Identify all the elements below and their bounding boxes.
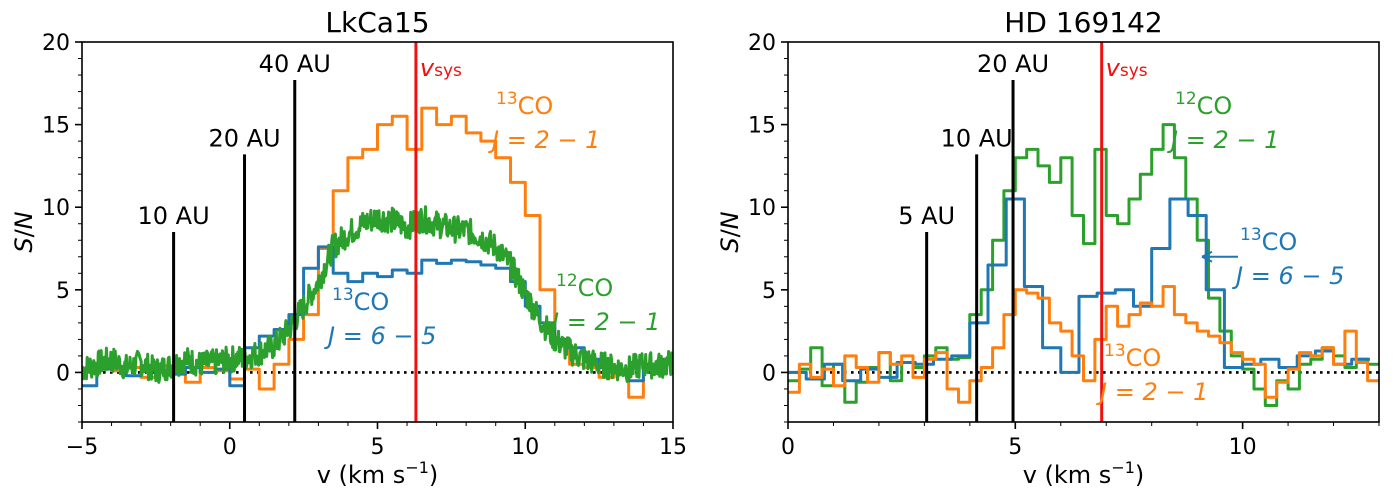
- annotation-molecule-1: 13CO: [1240, 225, 1297, 256]
- x-axis-label-sup: −1: [405, 458, 429, 477]
- vsys-label: vsys: [420, 54, 462, 82]
- annotation-transition-2: J = 2 − 1: [1096, 378, 1208, 406]
- y-tick-label: 15: [748, 114, 776, 139]
- vsys-label-v: v: [1106, 54, 1121, 82]
- y-axis-label-n: N: [716, 211, 744, 229]
- annotation-transition-0: J = 2 − 1: [488, 126, 600, 154]
- vsys-label-sub: sys: [434, 61, 462, 81]
- annotation-isotope-2: 13: [1104, 341, 1126, 361]
- annotation-transition-1: J = 2 − 1: [548, 308, 660, 336]
- y-tick-label: 5: [762, 279, 776, 304]
- annotation-isotope-1: 13: [1240, 225, 1262, 245]
- vsys-label-sub: sys: [1120, 61, 1148, 81]
- y-tick-label: 20: [42, 31, 70, 56]
- x-axis-label-tail: ): [1135, 461, 1144, 489]
- annotation-mol-1: CO: [578, 274, 614, 302]
- series-line-2: [788, 285, 1379, 404]
- y-tick-label: 10: [748, 196, 776, 221]
- y-tick-label: 0: [56, 361, 70, 386]
- annotation-molecule-0: 13CO: [496, 89, 553, 120]
- radius-marker-label-1: 10 AU: [941, 124, 1013, 152]
- annotation-mol-2: CO: [354, 288, 390, 316]
- radius-marker-label-2: 20 AU: [977, 50, 1049, 78]
- x-tick-label: 15: [659, 435, 687, 460]
- x-tick-label: −5: [66, 435, 98, 460]
- chart-title: LkCa15: [325, 6, 429, 39]
- y-axis-label-n: N: [10, 211, 38, 229]
- y-tick-label: 5: [56, 279, 70, 304]
- annotation-mol-0: CO: [518, 92, 554, 120]
- x-axis-label: v (km s−1): [317, 458, 439, 489]
- annotation-mol-1: CO: [1262, 228, 1298, 256]
- series-line-2: [82, 205, 673, 384]
- x-axis-label-main: v (km s: [317, 461, 406, 489]
- radius-marker-label-2: 40 AU: [259, 50, 331, 78]
- x-axis-label: v (km s−1): [1023, 458, 1145, 489]
- plot-area: [788, 123, 1379, 407]
- annotation-mol-2: CO: [1126, 344, 1162, 372]
- y-axis-label-sep: /: [716, 228, 744, 237]
- x-tick-label: 5: [1008, 435, 1022, 460]
- y-axis-label: S/N: [10, 211, 38, 252]
- y-tick-label: 15: [42, 114, 70, 139]
- radius-marker-label-1: 20 AU: [208, 124, 280, 152]
- y-axis-label: S/N: [716, 211, 744, 252]
- x-tick-label: 0: [223, 435, 237, 460]
- x-tick-label: 10: [511, 435, 539, 460]
- y-axis-label-sep: /: [10, 228, 38, 237]
- annotation-transition-1: J = 6 − 5: [1232, 262, 1344, 290]
- vsys-label: vsys: [1106, 54, 1148, 82]
- x-axis-label-main: v (km s: [1023, 461, 1112, 489]
- x-axis-label-tail: ): [429, 461, 438, 489]
- plot-area: [82, 106, 673, 399]
- chart-title: HD 169142: [1004, 6, 1162, 39]
- radius-marker-label-0: 10 AU: [138, 202, 210, 230]
- annotation-molecule-0: 12CO: [1175, 89, 1232, 120]
- annotation-mol-0: CO: [1197, 92, 1233, 120]
- annotation-molecule-2: 13CO: [1104, 341, 1161, 372]
- x-tick-label: 10: [1229, 435, 1257, 460]
- y-tick-label: 0: [762, 361, 776, 386]
- annotation-transition-2: J = 6 − 5: [324, 322, 436, 350]
- annotation-isotope-0: 13: [496, 89, 518, 109]
- annotation-isotope-1: 12: [556, 271, 578, 291]
- x-axis-label-sup: −1: [1111, 458, 1135, 477]
- y-tick-label: 10: [42, 196, 70, 221]
- radius-marker-label-0: 5 AU: [898, 202, 955, 230]
- annotation-transition-0: J = 2 − 1: [1167, 126, 1279, 154]
- y-tick-label: 20: [748, 31, 776, 56]
- annotation-isotope-0: 12: [1175, 89, 1197, 109]
- plot-frame: [787, 41, 1380, 423]
- x-tick-label: 0: [781, 435, 795, 460]
- annotation-molecule-2: 13CO: [332, 285, 389, 316]
- series-line-1: [788, 197, 1370, 383]
- annotation-isotope-2: 13: [332, 285, 354, 305]
- y-axis-label-s: S: [10, 237, 38, 252]
- x-tick-label: 5: [371, 435, 385, 460]
- annotation-arrow-head: [1201, 250, 1213, 263]
- annotation-molecule-1: 12CO: [556, 271, 613, 302]
- vsys-label-v: v: [420, 54, 435, 82]
- y-axis-label-s: S: [716, 237, 744, 252]
